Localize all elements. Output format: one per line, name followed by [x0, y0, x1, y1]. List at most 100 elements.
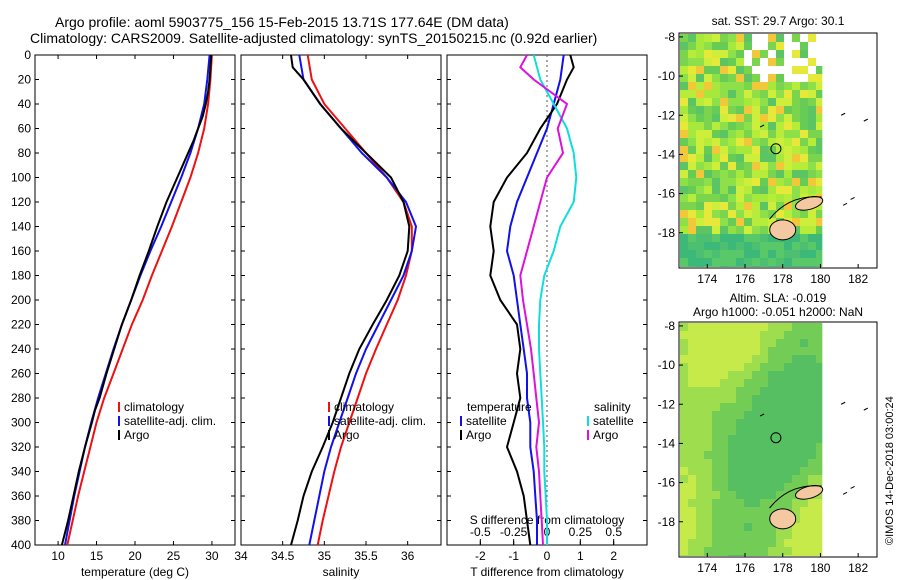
- map-cell: [808, 475, 816, 483]
- map-cell: [808, 531, 816, 539]
- map-cell: [768, 266, 776, 267]
- map-cell: [776, 547, 784, 555]
- x-tick-label: 182: [848, 561, 868, 575]
- map-cell: [768, 483, 776, 491]
- map-cell: [800, 531, 808, 539]
- y-tick-label: 400: [11, 538, 31, 552]
- x-tick-label: 35: [318, 549, 332, 563]
- x2-tick-label: -0.25: [500, 525, 528, 539]
- map-cell: [712, 122, 720, 130]
- map-cell: [784, 475, 792, 483]
- map-cell: [736, 443, 744, 451]
- map-cell: [736, 258, 744, 266]
- x2-tick-label: 0.5: [605, 525, 622, 539]
- map-cell: [744, 202, 752, 210]
- map-cell: [720, 154, 728, 162]
- legend-label: Argo: [593, 428, 619, 442]
- small-island: [759, 124, 765, 128]
- map-cell: [760, 90, 768, 98]
- map-cell: [760, 266, 768, 267]
- map-cell: [720, 242, 728, 250]
- map-cell: [776, 387, 784, 395]
- map-cell: [704, 531, 712, 539]
- map-cell: [776, 427, 784, 435]
- map-cell: [768, 363, 776, 371]
- map-cell: [784, 122, 792, 130]
- map-cell: [712, 170, 720, 178]
- map-cell: [696, 467, 704, 475]
- map-cell: [696, 499, 704, 507]
- map-cell: [784, 427, 792, 435]
- map-cell: [720, 210, 728, 218]
- map-cell: [680, 194, 688, 202]
- y-tick-label: -16: [658, 187, 676, 201]
- map-cell: [680, 186, 688, 194]
- map-cell: [680, 443, 688, 451]
- map-cell: [728, 114, 736, 122]
- map-title: Altim. SLA: -0.019: [730, 291, 827, 305]
- map-cell: [800, 475, 808, 483]
- map-cell: [752, 331, 760, 339]
- map-cell: [760, 371, 768, 379]
- map-cell: [768, 523, 776, 531]
- map-cell: [680, 331, 688, 339]
- map-cell: [736, 74, 744, 82]
- map-cell: [792, 122, 800, 130]
- map-cell: [736, 106, 744, 114]
- map-cell: [688, 419, 696, 427]
- island-shape: [769, 508, 797, 530]
- map-cell: [752, 539, 760, 547]
- map-cell: [776, 531, 784, 539]
- map-cell: [736, 82, 744, 90]
- reef-outline: [769, 485, 822, 509]
- map-cell: [768, 355, 776, 363]
- map-cell: [800, 146, 808, 154]
- map-cell: [680, 355, 688, 363]
- map-cell: [808, 411, 816, 419]
- map-cell: [808, 58, 816, 66]
- map-cell: [736, 66, 744, 74]
- map-cell: [696, 323, 704, 331]
- map-cell: [696, 387, 704, 395]
- map-cell: [688, 547, 696, 555]
- map-cell: [768, 122, 776, 130]
- map-cell: [792, 114, 800, 122]
- map-cell: [696, 395, 704, 403]
- map-cell: [792, 138, 800, 146]
- map-cell: [736, 531, 744, 539]
- map-cell: [792, 403, 800, 411]
- map-cell: [728, 186, 736, 194]
- map-cell: [680, 250, 688, 258]
- map-cell: [688, 58, 696, 66]
- map-cell: [752, 242, 760, 250]
- map-cell: [816, 339, 823, 347]
- map-cell: [752, 234, 760, 242]
- map-cell: [784, 331, 792, 339]
- map-cell: [736, 218, 744, 226]
- map-cell: [712, 98, 720, 106]
- map-cell: [680, 427, 688, 435]
- map-cell: [784, 266, 792, 267]
- map-cell: [816, 451, 823, 459]
- map-cell: [792, 411, 800, 419]
- map-cell: [728, 210, 736, 218]
- map-cell: [808, 170, 816, 178]
- map-cell: [712, 42, 720, 50]
- map-cell: [696, 146, 704, 154]
- map-cell: [816, 162, 823, 170]
- map-cell: [776, 122, 784, 130]
- map-cell: [696, 339, 704, 347]
- map-cell: [792, 266, 800, 267]
- map-cell: [720, 218, 728, 226]
- map-cell: [704, 347, 712, 355]
- map-cell: [712, 507, 720, 515]
- map-cell: [696, 523, 704, 531]
- map-cell: [768, 130, 776, 138]
- map-cell: [688, 106, 696, 114]
- map-cell: [808, 467, 816, 475]
- map-cell: [712, 371, 720, 379]
- map-cell: [696, 427, 704, 435]
- map-cell: [744, 98, 752, 106]
- map-cell: [744, 250, 752, 258]
- map-cell: [760, 114, 768, 122]
